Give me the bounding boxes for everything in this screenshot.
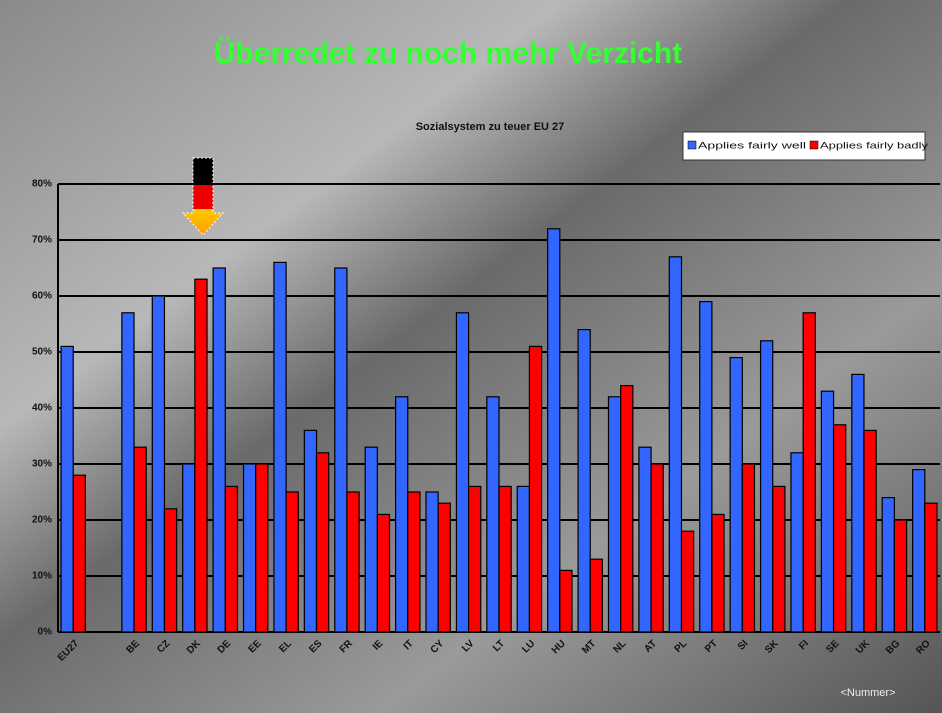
bar — [182, 463, 196, 633]
bar — [729, 357, 743, 633]
bar — [467, 485, 482, 633]
bar — [151, 295, 166, 633]
legend: Applies fairly well Applies fairly badly — [682, 131, 928, 161]
y-tick-label: 50% — [32, 347, 52, 358]
bar — [163, 508, 178, 633]
bar — [711, 513, 725, 633]
y-tick-label: 0% — [38, 627, 53, 638]
bar — [133, 446, 147, 633]
bar — [851, 373, 865, 633]
bar — [759, 340, 774, 633]
bar — [273, 261, 287, 633]
bar — [820, 390, 835, 633]
bar — [303, 429, 318, 633]
bar — [498, 485, 512, 633]
chart-subtitle: Sozialsystem zu teuer EU 27 — [416, 121, 565, 133]
bar — [559, 569, 573, 633]
bar — [315, 452, 330, 633]
bar — [212, 267, 226, 633]
bar — [407, 491, 421, 633]
bar — [924, 502, 938, 633]
bar — [638, 446, 652, 633]
y-tick-label: 30% — [32, 459, 52, 470]
bar — [863, 429, 877, 633]
flag-arrow — [181, 157, 225, 236]
bar — [242, 463, 257, 633]
legend-swatch — [687, 140, 697, 150]
bar — [680, 530, 695, 633]
bar — [893, 519, 908, 633]
bar — [346, 491, 360, 633]
bar — [741, 463, 756, 633]
y-tick-label: 60% — [32, 291, 52, 302]
bar — [577, 329, 591, 633]
legend-label: Applies fairly badly — [820, 141, 928, 152]
bar — [832, 424, 847, 633]
bar — [802, 312, 816, 633]
bar — [255, 463, 269, 633]
bar — [528, 345, 543, 633]
bar — [620, 385, 634, 633]
y-tick-label: 80% — [32, 179, 52, 190]
bar — [881, 497, 895, 633]
legend-label: Applies fairly well — [698, 141, 806, 152]
bar — [334, 267, 348, 633]
y-tick-label: 70% — [32, 235, 52, 246]
bar — [455, 312, 470, 633]
y-tick-label: 40% — [32, 403, 52, 414]
bar — [486, 396, 500, 633]
bar — [285, 491, 299, 633]
bar — [394, 396, 409, 633]
bar — [194, 278, 208, 633]
bar — [589, 558, 604, 633]
y-tick-label: 10% — [32, 571, 52, 582]
bar — [72, 474, 86, 633]
y-tick-label: 20% — [32, 515, 52, 526]
legend-box — [682, 131, 926, 161]
bar — [699, 301, 713, 633]
bar — [772, 485, 786, 633]
footer: <Nummer> — [840, 687, 895, 699]
bar — [607, 396, 622, 633]
chart-title: Überredet zu noch mehr Verzicht — [214, 37, 682, 70]
bar — [547, 228, 561, 633]
legend-swatch — [809, 140, 819, 150]
bar — [790, 452, 804, 633]
bar — [364, 446, 378, 633]
bar — [912, 469, 926, 633]
bar — [650, 463, 664, 633]
bar — [224, 485, 239, 633]
bar — [425, 491, 439, 633]
bar — [437, 502, 451, 633]
bar — [516, 485, 531, 633]
bar — [121, 312, 135, 633]
bar — [376, 513, 391, 633]
bar — [60, 345, 74, 633]
bar — [668, 256, 683, 633]
